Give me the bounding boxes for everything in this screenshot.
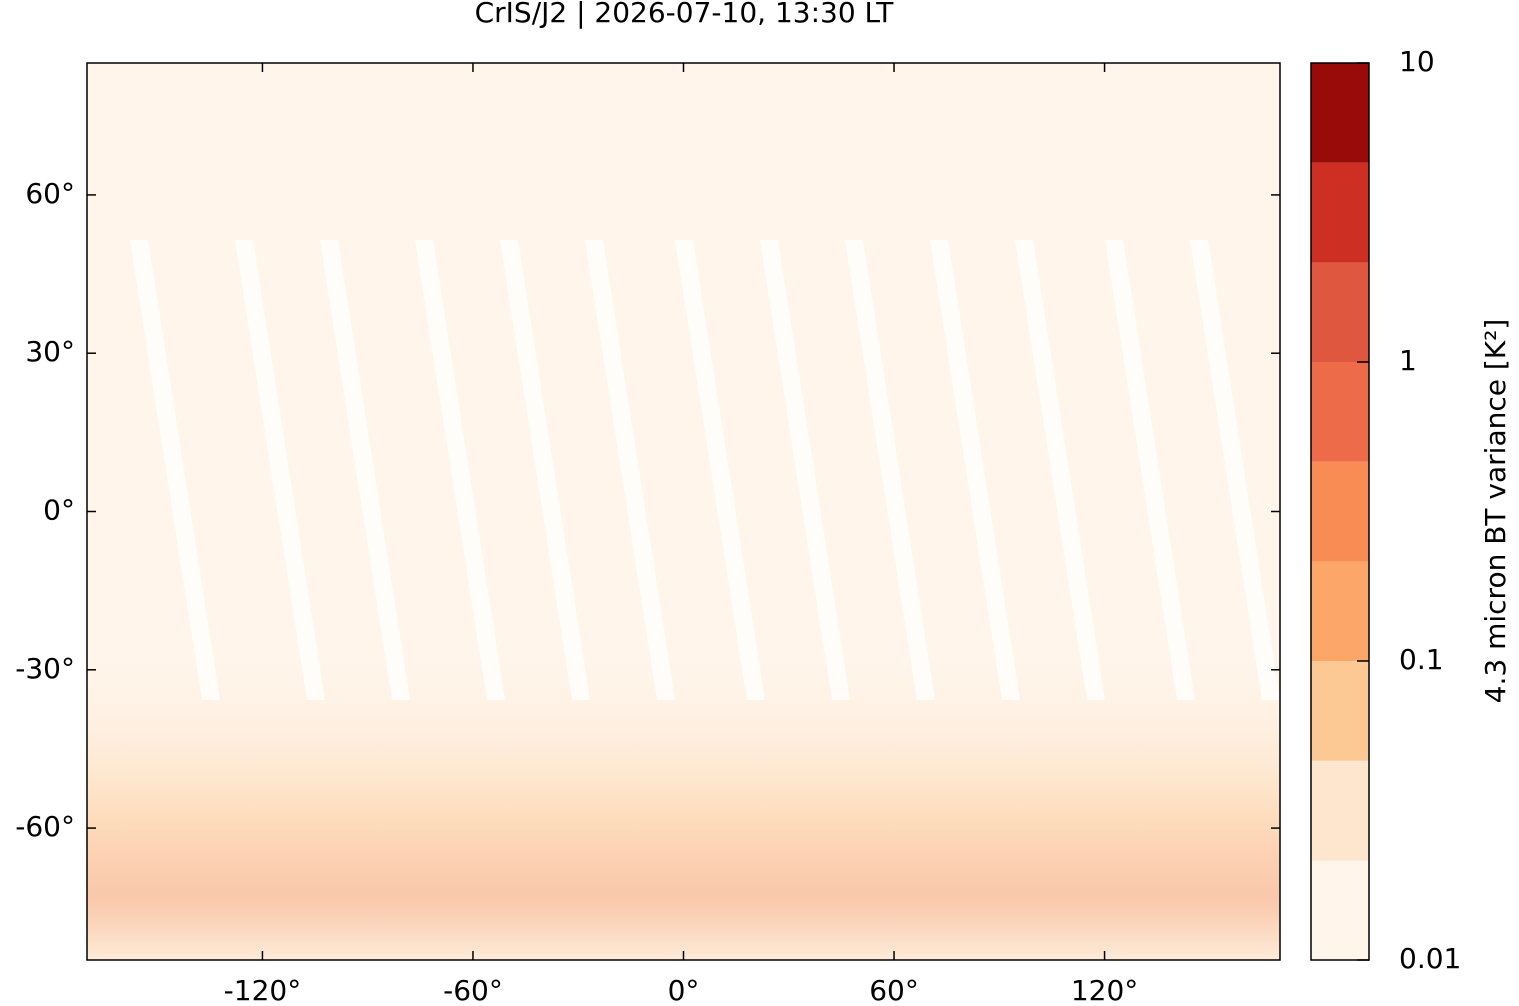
y-tick-label: -30°	[15, 652, 75, 685]
swath-gap	[500, 240, 590, 700]
swath-gap	[1105, 240, 1195, 700]
swath-gap	[130, 240, 220, 700]
colorbar-tick-label: 0.1	[1399, 643, 1444, 676]
swath-gap	[235, 240, 325, 700]
swath-gap	[1015, 240, 1105, 700]
swath-gap	[760, 240, 850, 700]
x-tick-label: 120°	[1071, 974, 1138, 1002]
colorbar-band	[1311, 362, 1369, 462]
y-tick-label: 0°	[43, 494, 75, 527]
colorbar-tick-label: 10	[1399, 45, 1435, 78]
colorbar-band	[1311, 63, 1369, 163]
colorbar-band	[1311, 461, 1369, 562]
colorbar-band	[1311, 262, 1369, 362]
y-tick-label: 30°	[25, 335, 75, 368]
colorbar-tick-label: 0.01	[1399, 942, 1461, 975]
swath-gap	[1190, 240, 1280, 700]
swath-gap	[930, 240, 1020, 700]
colorbar-band	[1311, 760, 1369, 861]
southern-field	[87, 643, 1280, 960]
swath-gap	[675, 240, 765, 700]
colorbar-band	[1311, 162, 1369, 263]
chart-title: CrIS/J2 | 2026-07-10, 13:30 LT	[475, 0, 895, 29]
colorbar-tick-label: 1	[1399, 344, 1417, 377]
swath-gap	[845, 240, 935, 700]
colorbar-band	[1311, 661, 1369, 761]
plot-area	[87, 63, 1280, 960]
x-tick-label: -60°	[443, 974, 503, 1002]
colorbar-label: 4.3 micron BT variance [K²]	[1479, 319, 1512, 704]
swath-gap	[415, 240, 505, 700]
colorbar-band	[1311, 860, 1369, 960]
colorbar-band	[1311, 561, 1369, 661]
x-tick-label: 60°	[869, 974, 919, 1002]
x-tick-label: -120°	[224, 974, 302, 1002]
swath-gap	[585, 240, 675, 700]
swath-gap	[320, 240, 410, 700]
y-tick-label: -60°	[15, 810, 75, 843]
y-tick-label: 60°	[25, 177, 75, 210]
x-tick-label: 0°	[668, 974, 700, 1002]
colorbar-frame	[1310, 62, 1370, 961]
